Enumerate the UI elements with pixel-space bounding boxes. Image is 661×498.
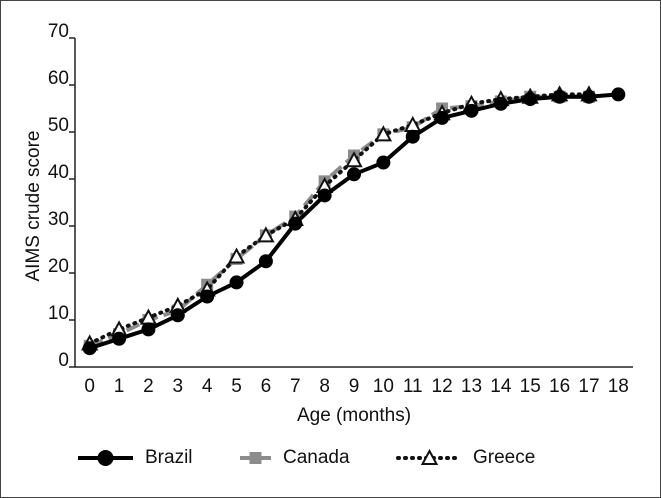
x-tick-label: 15 bbox=[520, 376, 541, 397]
legend-label: Canada bbox=[283, 447, 350, 468]
x-tick-label: 8 bbox=[319, 376, 330, 397]
marker bbox=[435, 110, 450, 125]
marker bbox=[141, 322, 156, 337]
marker bbox=[420, 448, 439, 465]
x-tick-label: 12 bbox=[432, 376, 453, 397]
y-axis-label: AIMS crude score bbox=[23, 131, 44, 282]
x-tick-label: 2 bbox=[143, 376, 154, 397]
marker bbox=[82, 341, 97, 356]
marker bbox=[170, 308, 185, 323]
x-tick-label: 11 bbox=[403, 376, 423, 397]
marker bbox=[552, 89, 567, 104]
y-tick-label: 40 bbox=[48, 162, 69, 183]
marker bbox=[345, 151, 363, 168]
x-tick-label: 0 bbox=[84, 376, 95, 397]
y-tick-label: 60 bbox=[48, 68, 69, 89]
x-tick-label: 16 bbox=[549, 376, 570, 397]
marker bbox=[229, 275, 244, 290]
marker bbox=[405, 129, 420, 144]
marker bbox=[249, 452, 262, 464]
x-tick-label: 6 bbox=[261, 376, 272, 397]
marker bbox=[376, 155, 391, 170]
x-tick-label: 7 bbox=[290, 376, 301, 397]
marker bbox=[258, 254, 273, 269]
y-tick-label: 20 bbox=[48, 256, 69, 277]
y-tick-label: 0 bbox=[58, 350, 69, 371]
y-tick-label: 70 bbox=[48, 21, 69, 42]
marker bbox=[317, 188, 332, 203]
marker bbox=[227, 247, 246, 264]
marker bbox=[464, 103, 479, 118]
marker bbox=[257, 226, 275, 243]
y-tick-label: 50 bbox=[48, 115, 69, 136]
marker bbox=[374, 125, 393, 142]
x-tick-label: 13 bbox=[461, 376, 482, 397]
marker bbox=[97, 450, 114, 466]
marker bbox=[611, 87, 626, 102]
legend-label: Greece bbox=[473, 447, 535, 468]
marker bbox=[112, 331, 127, 346]
x-tick-label: 14 bbox=[490, 376, 512, 397]
marker bbox=[493, 96, 508, 111]
marker bbox=[347, 167, 361, 182]
x-tick-label: 1 bbox=[114, 376, 125, 397]
marker bbox=[288, 216, 303, 231]
x-tick-label: 9 bbox=[349, 376, 360, 397]
x-tick-label: 10 bbox=[373, 376, 394, 397]
x-tick-label: 5 bbox=[231, 376, 242, 397]
y-tick-label: 30 bbox=[48, 209, 69, 230]
x-axis-label: Age (months) bbox=[297, 405, 411, 426]
marker bbox=[200, 289, 215, 304]
legend-label: Brazil bbox=[145, 447, 193, 468]
marker bbox=[523, 92, 538, 107]
x-tick-label: 4 bbox=[202, 376, 213, 397]
x-tick-label: 18 bbox=[608, 376, 629, 397]
x-tick-label: 3 bbox=[173, 376, 184, 397]
y-tick-label: 10 bbox=[48, 303, 69, 324]
x-tick-label: 17 bbox=[578, 376, 599, 397]
marker bbox=[581, 89, 596, 104]
